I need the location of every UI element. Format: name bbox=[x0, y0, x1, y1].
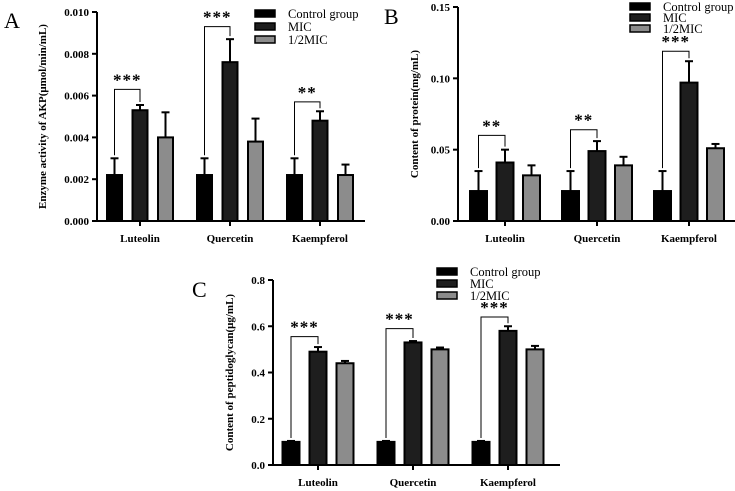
significance-label: ** bbox=[574, 111, 593, 130]
x-tick-label: Kaempferol bbox=[661, 233, 717, 245]
bar-1-2mic bbox=[335, 362, 355, 466]
significance-label: *** bbox=[290, 318, 319, 337]
legend-swatch bbox=[629, 13, 651, 22]
panel-a: A 0.000 0.002 0.004 0.006 0.008 0.010 Enzyme ac… bbox=[4, 7, 365, 245]
bar-mic bbox=[308, 350, 328, 466]
x-tick-label: Quercetin bbox=[574, 233, 621, 245]
bar-control-group bbox=[653, 190, 672, 222]
bar-control-group bbox=[286, 174, 303, 223]
y-tick-label: 0.10 bbox=[431, 73, 451, 85]
legend-label: Control group bbox=[288, 7, 358, 21]
bar-mic bbox=[679, 81, 699, 223]
significance-label: *** bbox=[662, 32, 691, 51]
significance-bracket bbox=[662, 50, 690, 169]
bar-1-2mic bbox=[247, 140, 264, 222]
bar-control-group bbox=[561, 190, 580, 222]
legend-label: Control group bbox=[663, 0, 733, 14]
significance-label: ** bbox=[298, 83, 317, 102]
bar-control-group bbox=[106, 174, 123, 223]
bar-1-2mic bbox=[157, 136, 174, 222]
y-tick-label: 0.6 bbox=[251, 321, 265, 333]
legend-swatch bbox=[629, 24, 651, 33]
bar-1-2mic bbox=[525, 348, 545, 466]
panel-label: B bbox=[384, 4, 399, 29]
significance-bracket bbox=[294, 101, 321, 156]
y-tick-label: 0.00 bbox=[431, 216, 451, 228]
legend-swatch bbox=[436, 279, 458, 288]
bar-control-group bbox=[376, 440, 396, 466]
significance-label: *** bbox=[203, 8, 232, 27]
y-axis-label: Content of peptidoglycan(μg/mL) bbox=[224, 294, 236, 452]
bar-mic bbox=[311, 119, 329, 222]
bar-mic bbox=[587, 150, 607, 223]
significance-bracket bbox=[290, 336, 319, 438]
bar-1-2mic bbox=[430, 348, 450, 466]
bar-mic bbox=[403, 341, 423, 466]
legend-swatch bbox=[254, 9, 276, 18]
x-tick-label: Quercetin bbox=[390, 477, 437, 489]
y-tick-label: 0.8 bbox=[251, 275, 265, 287]
significance-label: *** bbox=[480, 298, 509, 317]
y-tick-label: 0.4 bbox=[251, 368, 265, 380]
bar-control-group bbox=[469, 190, 488, 222]
x-tick-label: Kaempferol bbox=[292, 233, 348, 245]
bar-mic bbox=[131, 109, 149, 222]
panel-c: C 0.0 0.2 0.4 0.6 0.8 Content of peptidoglycan… bbox=[192, 265, 560, 489]
legend-swatch bbox=[629, 2, 651, 11]
legend-label: MIC bbox=[288, 20, 312, 34]
y-tick-label: 0.002 bbox=[64, 174, 89, 186]
legend-swatch bbox=[436, 267, 458, 276]
significance-label: ** bbox=[482, 116, 501, 135]
significance-bracket bbox=[478, 134, 506, 169]
y-axis-label: Content of protein(mg/mL) bbox=[409, 50, 421, 178]
y-tick-label: 0.008 bbox=[64, 49, 89, 61]
panel-b: B 0.00 0.05 0.10 0.15 Content of protein(mg/m… bbox=[384, 0, 735, 245]
legend-label: 1/2MIC bbox=[288, 33, 328, 47]
significance-bracket bbox=[385, 328, 414, 438]
bar-mic bbox=[495, 161, 515, 222]
panel-label: C bbox=[192, 277, 207, 302]
legend-label: 1/2MIC bbox=[663, 22, 703, 36]
y-tick-label: 0.004 bbox=[64, 132, 89, 144]
bar-1-2mic bbox=[522, 174, 541, 222]
significance-bracket bbox=[204, 26, 231, 156]
y-tick-label: 0.2 bbox=[251, 414, 265, 426]
legend-swatch bbox=[254, 35, 276, 44]
legend-label: MIC bbox=[470, 277, 494, 291]
legend-label: Control group bbox=[470, 265, 540, 279]
y-tick-label: 0.05 bbox=[431, 145, 451, 157]
significance-label: *** bbox=[113, 70, 142, 89]
y-tick-label: 0.15 bbox=[431, 2, 451, 14]
significance-bracket bbox=[480, 316, 509, 438]
bar-control-group bbox=[196, 174, 213, 223]
significance-label: *** bbox=[385, 310, 414, 329]
x-tick-label: Quercetin bbox=[207, 233, 254, 245]
legend-swatch bbox=[436, 291, 458, 300]
bar-control-group bbox=[471, 440, 491, 466]
legend-swatch bbox=[254, 22, 276, 31]
y-tick-label: 0.000 bbox=[64, 216, 89, 228]
panel-label: A bbox=[4, 8, 20, 33]
x-tick-label: Kaempferol bbox=[480, 477, 536, 489]
legend-label: 1/2MIC bbox=[470, 289, 510, 303]
legend-label: MIC bbox=[663, 11, 687, 25]
y-tick-label: 0.0 bbox=[251, 460, 265, 472]
significance-bracket bbox=[570, 129, 598, 169]
x-tick-label: Luteolin bbox=[120, 233, 160, 245]
bar-1-2mic bbox=[337, 174, 354, 223]
y-axis-label: Enzyme activity of AKP(μmol/min/mL) bbox=[37, 24, 49, 209]
bar-mic bbox=[221, 61, 239, 222]
bar-control-group bbox=[281, 440, 301, 466]
x-tick-label: Luteolin bbox=[485, 233, 525, 245]
bar-1-2mic bbox=[706, 147, 725, 223]
y-tick-label: 0.010 bbox=[64, 7, 89, 19]
bar-1-2mic bbox=[614, 164, 633, 222]
bar-mic bbox=[498, 329, 518, 466]
y-tick-label: 0.006 bbox=[64, 91, 89, 103]
significance-bracket bbox=[114, 88, 141, 156]
x-tick-label: Luteolin bbox=[298, 477, 338, 489]
